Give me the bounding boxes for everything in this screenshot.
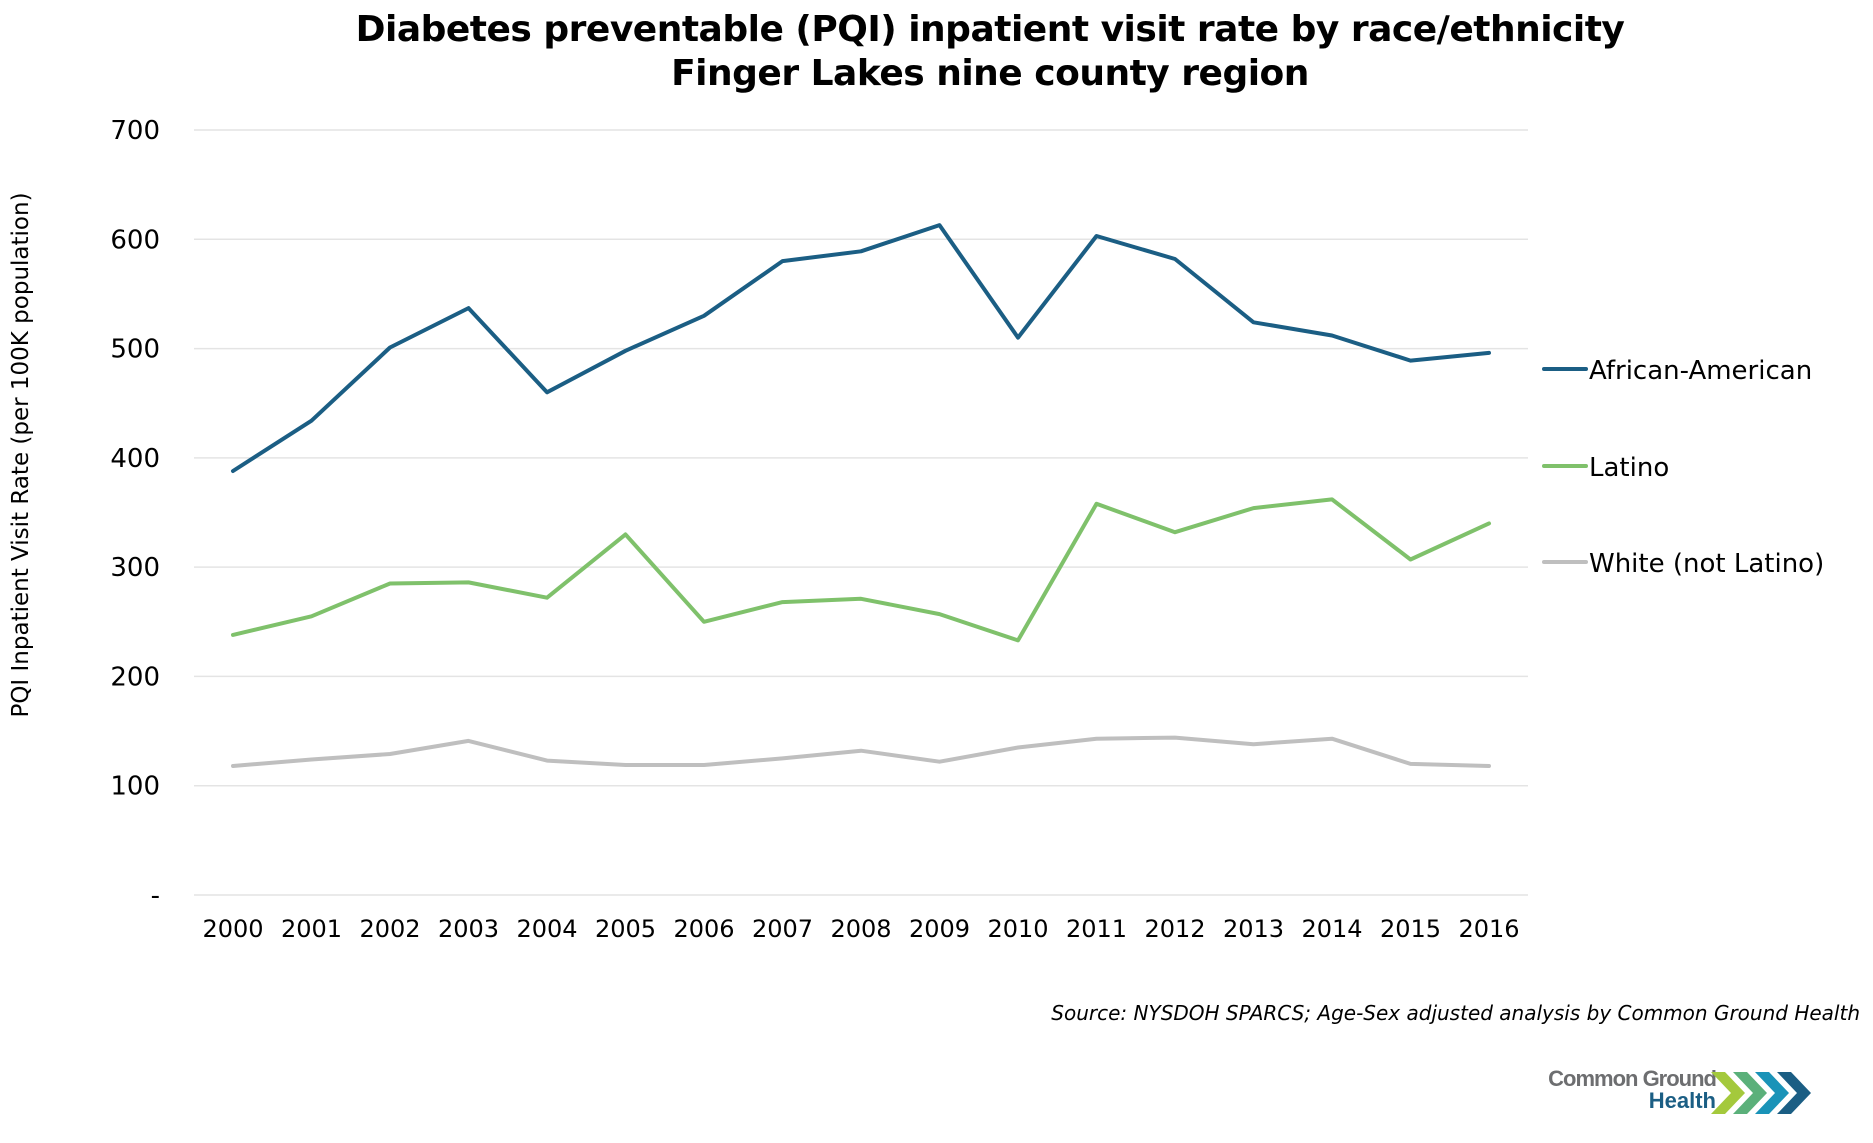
chart-title: Diabetes preventable (PQI) inpatient vis… xyxy=(0,8,1873,96)
x-tick-label: 2014 xyxy=(1301,915,1362,943)
x-tick-label: 2009 xyxy=(909,915,970,943)
x-tick-label: 2010 xyxy=(987,915,1048,943)
x-tick-label: 2013 xyxy=(1223,915,1284,943)
series-lines xyxy=(231,223,1491,768)
x-tick-label: 2002 xyxy=(359,915,420,943)
x-tick-label: 2004 xyxy=(516,915,577,943)
legend-label: African-American xyxy=(1589,356,1812,386)
x-tick-label: 2001 xyxy=(281,915,342,943)
x-tick-label: 2005 xyxy=(595,915,656,943)
x-tick-label: 2003 xyxy=(438,915,499,943)
x-tick-label: 2008 xyxy=(830,915,891,943)
y-tick-label: 200 xyxy=(110,662,160,692)
common-ground-health-logo: Common Ground Health xyxy=(1508,1068,1818,1118)
chevron-shape xyxy=(1777,1072,1811,1114)
x-tick-label: 2007 xyxy=(752,915,813,943)
series-line-white-not-latino xyxy=(231,735,1491,768)
legend-label: White (not Latino) xyxy=(1589,549,1824,579)
y-tick-label: 400 xyxy=(110,444,160,474)
legend-label: Latino xyxy=(1589,453,1669,483)
legend-item: White (not Latino) xyxy=(1542,549,1824,579)
y-tick-label: 500 xyxy=(110,335,160,365)
x-tick-label: 2006 xyxy=(673,915,734,943)
chevron-shape xyxy=(1755,1072,1789,1114)
chevron-shape xyxy=(1733,1072,1767,1114)
x-tick-label: 2012 xyxy=(1144,915,1205,943)
chevron-shape xyxy=(1711,1072,1745,1114)
y-tick-label: 300 xyxy=(110,553,160,583)
x-tick-label: 2011 xyxy=(1066,915,1127,943)
x-axis-ticks: 2000 2001 2002 2003 2004 2005 2006 2007 2008 2009… xyxy=(202,915,1519,943)
y-axis-ticks: - 100 200 300 400 500 600 700 xyxy=(110,116,160,911)
logo-line1: Common Ground xyxy=(1548,1066,1717,1091)
y-tick-label: 700 xyxy=(110,116,160,146)
chevrons-icon xyxy=(1711,1072,1811,1114)
chart-title-line1: Diabetes preventable (PQI) inpatient vis… xyxy=(355,9,1625,50)
x-tick-label: 2000 xyxy=(202,915,263,943)
x-tick-label: 2016 xyxy=(1458,915,1519,943)
y-tick-label: - xyxy=(151,881,160,911)
series-line-african-american xyxy=(231,223,1491,473)
logo-text: Common Ground Health xyxy=(1548,1066,1717,1113)
source-note: Source: NYSDOH SPARCS; Age-Sex adjusted … xyxy=(1051,1001,1860,1025)
legend: African-American Latino White (not Latino) xyxy=(1542,356,1824,579)
chart-title-line2: Finger Lakes nine county region xyxy=(671,53,1309,94)
gridlines xyxy=(194,129,1528,896)
logo-line2: Health xyxy=(1648,1088,1716,1113)
y-tick-label: 100 xyxy=(110,772,160,802)
x-tick-label: 2015 xyxy=(1380,915,1441,943)
legend-item: Latino xyxy=(1542,453,1669,483)
series-line-latino xyxy=(231,497,1491,643)
y-tick-label: 600 xyxy=(110,225,160,255)
legend-item: African-American xyxy=(1542,356,1812,386)
